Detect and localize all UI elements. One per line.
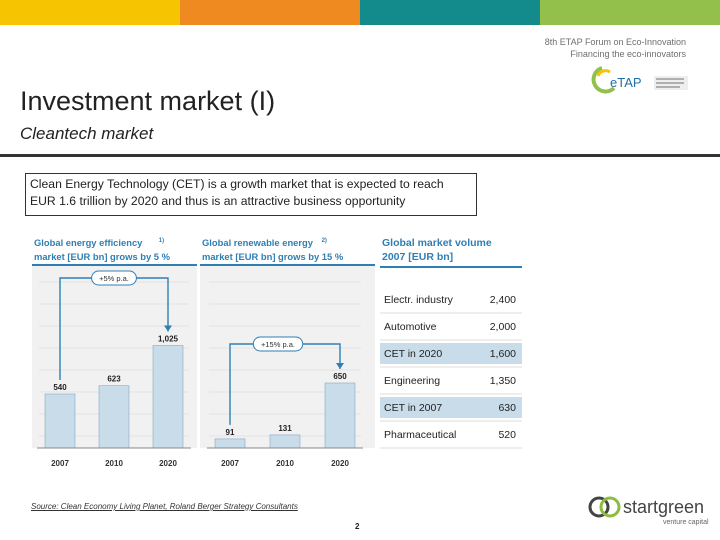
- etap-logo-swirl-icon: [591, 66, 616, 94]
- table-row-label: Pharmaceutical: [384, 429, 456, 441]
- table-row-value: 520: [498, 429, 516, 441]
- startgreen-logo: startgreen venture capital: [588, 496, 709, 526]
- table-row-label: Electr. industry: [384, 294, 454, 306]
- slide-title: Investment market (I): [20, 86, 276, 116]
- table-row-highlight: [380, 397, 522, 418]
- panel-1-value-label: 131: [278, 424, 292, 433]
- panel-1-x-tick: 2010: [276, 459, 294, 468]
- panel-1-bar-2010: [269, 434, 301, 449]
- header-band-orange: [180, 0, 360, 25]
- panel-0-value-label: 540: [53, 383, 67, 392]
- header-band-yellow: [0, 0, 180, 25]
- panel-1-bar-2020: [324, 382, 356, 449]
- table-title-line1: Global market volume: [382, 237, 492, 249]
- panel-1-growth-pill: [252, 336, 304, 352]
- panel-0-value-label: 623: [107, 375, 121, 384]
- panel-0-title-sup: 1): [159, 238, 164, 244]
- table-row-value: 1,350: [490, 375, 516, 387]
- etap-logo-text: eTAP: [610, 75, 642, 90]
- panel-1-bar-2007: [214, 438, 246, 449]
- table-row-value: 2,400: [490, 294, 516, 306]
- panel-0-bar-2010: [98, 385, 130, 449]
- panel-0-growth-pill: [91, 270, 137, 286]
- panel-1-x-tick: 2007: [221, 459, 239, 468]
- table-row-value: 1,600: [490, 348, 516, 360]
- key-message-box: Clean Energy Technology (CET) is a growt…: [25, 173, 477, 216]
- forum-line-1: 8th ETAP Forum on Eco-Innovation: [544, 37, 686, 47]
- source-note: Source: Clean Economy Living Planet, Rol…: [31, 502, 298, 511]
- startgreen-logo-icon: [588, 496, 610, 518]
- panel-1-title-line1: Global renewable energy: [202, 237, 314, 248]
- panel-1-x-tick: 2020: [331, 459, 349, 468]
- table-title-line2: 2007 [EUR bn]: [382, 251, 453, 263]
- panel-0-title-line1: Global energy efficiency: [34, 237, 143, 248]
- panel-1-value-label: 650: [333, 372, 347, 381]
- panel-0-title-line2: market [EUR bn] grows by 5 %: [34, 251, 171, 262]
- table-row-label: Automotive: [384, 321, 437, 333]
- panel-1-title-line2: market [EUR bn] grows by 15 %: [202, 251, 344, 262]
- panel-1-value-label: 91: [226, 428, 235, 437]
- title-divider: [0, 154, 720, 157]
- header-band-teal: [360, 0, 540, 25]
- forum-caption: 8th ETAP Forum on Eco-Innovation Financi…: [545, 36, 686, 60]
- header-band-green: [540, 0, 720, 25]
- startgreen-logo-name: startgreen: [623, 497, 704, 517]
- panel-0-x-tick: 2020: [159, 459, 177, 468]
- panel-0-x-tick: 2007: [51, 459, 69, 468]
- table-row-highlight: [380, 343, 522, 364]
- panel-0-bar-2020: [152, 345, 184, 449]
- page-number: 2: [355, 522, 360, 531]
- startgreen-logo-tagline: venture capital: [663, 519, 709, 526]
- panel-1-growth-label: +15% p.a.: [261, 340, 295, 349]
- table-row-label: CET in 2020: [384, 348, 442, 360]
- panel-0-x-tick: 2010: [105, 459, 123, 468]
- market-chart: Global energy efficiency 1) market [EUR bn…: [32, 237, 522, 468]
- panel-0-growth-label: +5% p.a.: [99, 274, 129, 283]
- panel-0-value-label: 1,025: [158, 335, 179, 344]
- panel-1-arrowhead-icon: [336, 363, 344, 369]
- table-row-label: Engineering: [384, 375, 440, 387]
- table-row-value: 2,000: [490, 321, 516, 333]
- forum-line-2: Financing the eco-innovators: [570, 49, 686, 59]
- panel-0-arrowhead-icon: [164, 325, 172, 332]
- panel-0-bar-2007: [44, 393, 76, 449]
- panel-1-title-sup: 2): [322, 238, 327, 244]
- slide-subtitle: Cleantech market: [20, 124, 154, 143]
- table-row-value: 630: [498, 402, 516, 414]
- table-row-label: CET in 2007: [384, 402, 442, 414]
- etap-logo: eTAP: [591, 66, 688, 94]
- market-chart-panel: Global energy efficiency 1) market [EUR bn…: [30, 230, 530, 475]
